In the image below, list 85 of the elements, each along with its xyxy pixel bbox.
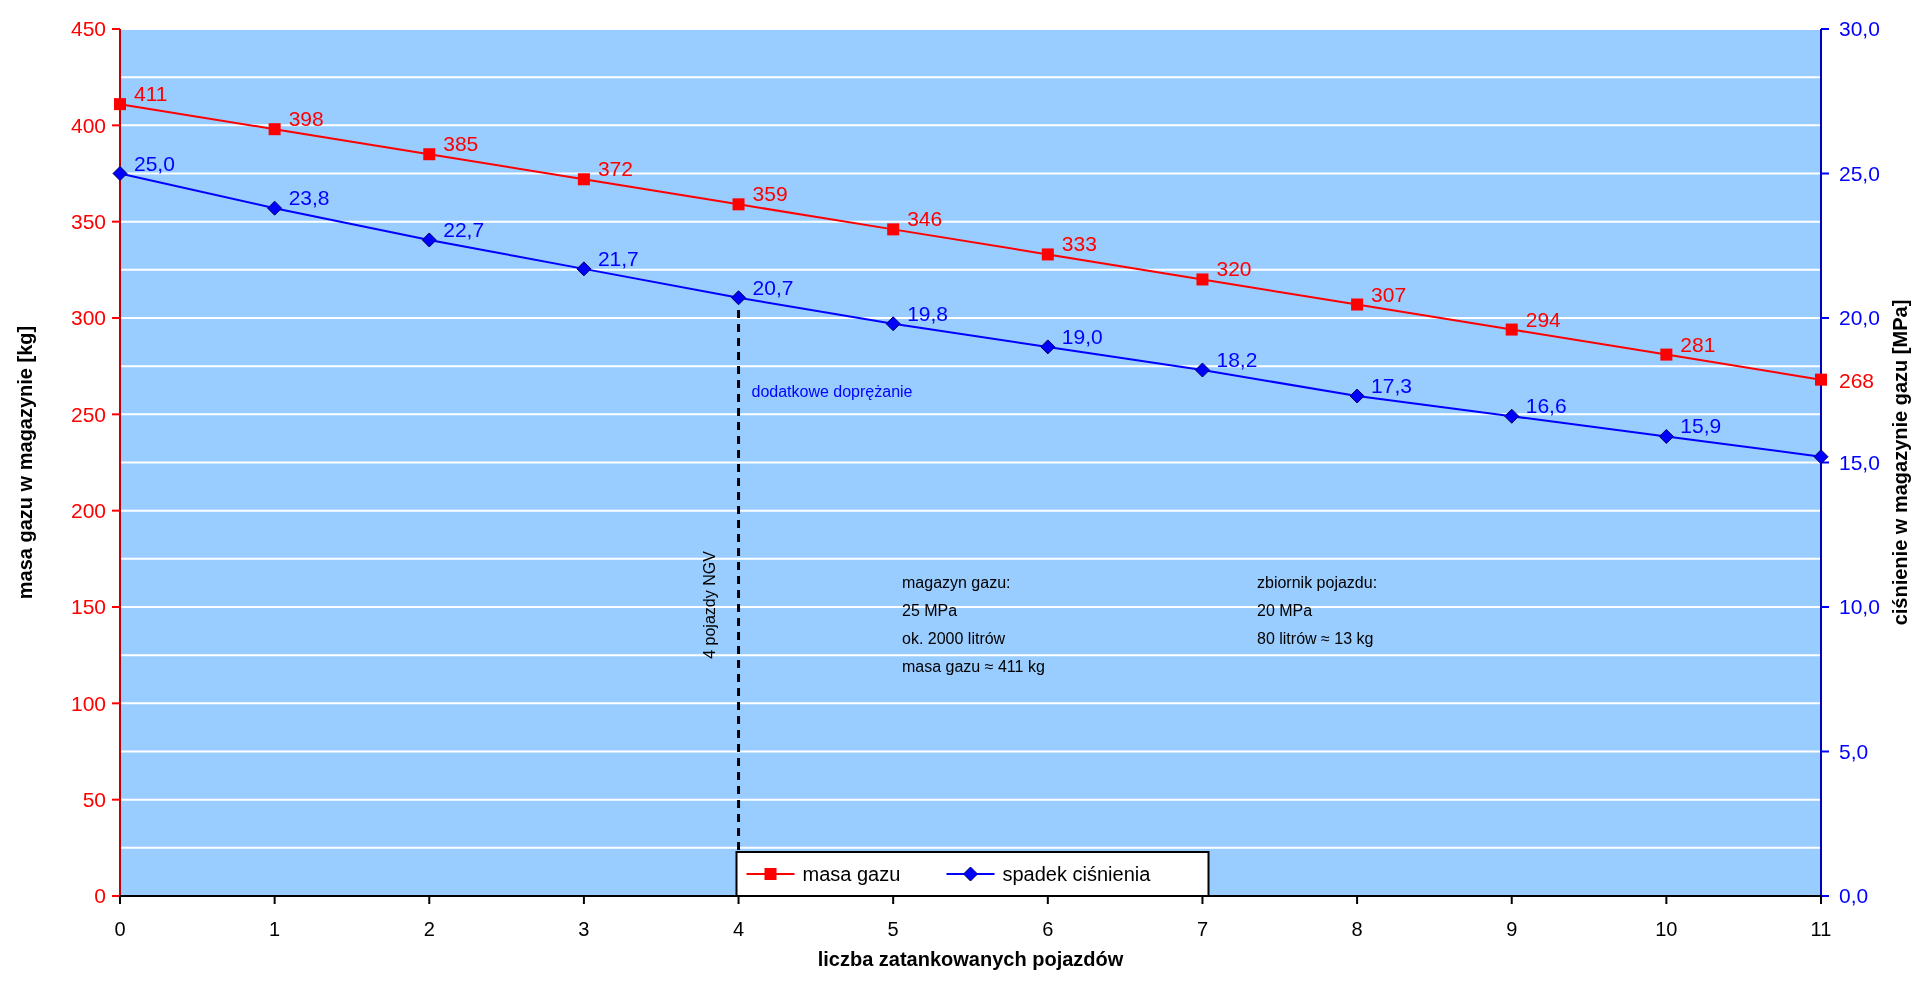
x-tick-label: 4 <box>732 918 745 940</box>
data-label: 398 <box>288 107 324 131</box>
y-axis-title: masa gazu w magazynie [kg] <box>14 325 36 600</box>
y-tick-label: 300 <box>70 306 106 330</box>
x-tick-label: 2 <box>423 918 435 940</box>
point <box>885 316 901 332</box>
point <box>1349 388 1365 404</box>
x-tick-label: 9 <box>1506 918 1518 940</box>
y2-tick-label: 10,0 <box>1839 595 1880 619</box>
y-tick-label: 350 <box>70 210 106 234</box>
x-tick-label: 3 <box>578 918 590 940</box>
ref-line-label: 4 pojazdy NGV <box>700 550 718 659</box>
point <box>1196 273 1209 286</box>
data-label: 346 <box>907 207 943 231</box>
annotation: magazyn gazu: 25 MPa ok. 2000 litrów masa gazu ≈ 411 kg <box>902 574 1045 675</box>
point <box>1658 428 1674 444</box>
point <box>421 232 437 248</box>
point <box>1660 348 1673 361</box>
point <box>112 166 128 181</box>
x-tick-label: 8 <box>1351 918 1363 940</box>
y2-tick-label: 15,0 <box>1839 450 1880 474</box>
point <box>1505 323 1518 336</box>
data-label: 411 <box>134 82 168 106</box>
y-tick-label: 150 <box>70 595 106 619</box>
x-tick-label: 0 <box>114 918 126 940</box>
point <box>887 223 900 236</box>
data-label: 359 <box>752 182 788 206</box>
point <box>1351 298 1364 311</box>
data-label: 385 <box>443 132 479 156</box>
data-label: 281 <box>1680 332 1716 356</box>
data-label: 372 <box>597 157 633 181</box>
point <box>732 198 745 211</box>
data-label: 17,3 <box>1371 374 1412 398</box>
point <box>576 261 592 277</box>
y2-tick-label: 0,0 <box>1839 884 1869 908</box>
data-label: 18,2 <box>1216 348 1258 372</box>
annotation: dodatkowe doprężanie <box>751 383 913 400</box>
data-label: 21,7 <box>597 246 639 270</box>
data-label: 294 <box>1525 307 1562 331</box>
data-label: 333 <box>1061 232 1097 256</box>
data-label: 22,7 <box>443 217 485 241</box>
data-label: 23,8 <box>288 186 330 210</box>
data-label: 320 <box>1216 257 1252 281</box>
x-tick-label: 11 <box>1810 918 1832 940</box>
point <box>114 98 126 111</box>
point <box>268 123 281 136</box>
y-tick-label: 200 <box>70 499 106 523</box>
point <box>1194 362 1210 378</box>
point <box>1813 449 1829 465</box>
x-axis-title: liczba zatankowanych pojazdów <box>817 948 1124 970</box>
data-label: 268 <box>1839 368 1875 392</box>
x-tick-label: 10 <box>1655 918 1678 940</box>
x-tick-label: 7 <box>1196 918 1209 940</box>
y-tick-label: 0 <box>94 884 106 908</box>
x-tick-label: 1 <box>269 918 281 940</box>
y-tick-label: 450 <box>70 17 106 41</box>
x-tick-label: 5 <box>887 918 899 940</box>
y2-tick-label: 5,0 <box>1839 739 1869 763</box>
data-label: 25,0 <box>134 151 175 175</box>
legend-label: masa gazu <box>802 863 901 885</box>
y-tick-label: 50 <box>82 788 106 812</box>
y2-tick-label: 20,0 <box>1839 306 1880 330</box>
x-tick-label: 6 <box>1042 918 1054 940</box>
y-tick-label: 250 <box>70 402 106 426</box>
point <box>731 290 747 306</box>
data-label: 307 <box>1371 282 1407 306</box>
y2-axis-title: ciśnienie w magazynie gazu [MPa] <box>1889 299 1911 626</box>
legend-label: spadek ciśnienia <box>1002 863 1152 885</box>
point <box>1040 339 1056 355</box>
data-label: 15,9 <box>1680 414 1722 438</box>
data-label: 19,8 <box>907 301 949 325</box>
data-label: 16,6 <box>1525 394 1567 418</box>
point <box>1041 248 1054 261</box>
data-label: 19,0 <box>1061 324 1103 348</box>
annotation: zbiornik pojazdu: 20 MPa 80 litrów ≈ 13 kg <box>1257 574 1378 647</box>
point <box>423 148 436 161</box>
point <box>1815 373 1827 386</box>
point <box>1504 408 1520 424</box>
point <box>267 200 283 216</box>
point <box>577 173 590 186</box>
y-tick-label: 400 <box>70 113 106 137</box>
y2-tick-label: 30,0 <box>1839 17 1880 41</box>
data-label: 20,7 <box>752 275 794 299</box>
y2-tick-label: 25,0 <box>1839 161 1880 185</box>
y-tick-label: 100 <box>70 691 106 715</box>
